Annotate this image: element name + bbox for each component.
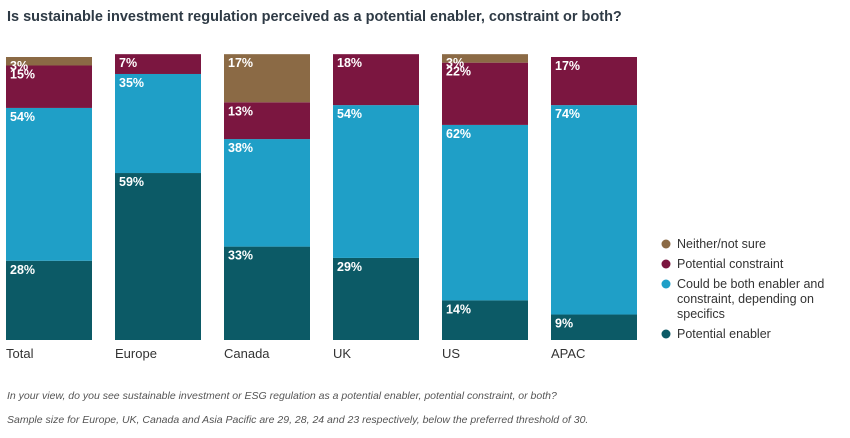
category-label-uk: UK [333, 346, 351, 361]
data-label-uk-could-be-both-enabler-and-constraint-depending-on-specifics: 54% [337, 107, 362, 121]
data-label-total-neither-not-sure: 3% [10, 59, 28, 73]
bar-segment-us-potential-enabler [442, 300, 528, 340]
bar-segment-total-neither-not-sure [6, 57, 92, 66]
legend-marker-0 [661, 239, 671, 249]
bar-segment-apac-potential-enabler [551, 314, 637, 340]
data-label-canada-could-be-both-enabler-and-constraint-depending-on-specifics: 38% [228, 141, 253, 155]
legend: Neither/not sure Potential constraint Coul… [661, 237, 824, 341]
legend-marker-3 [661, 329, 671, 339]
stacked-bar-chart: 28%54%15%3%59%35%7%33%38%13%17%29%54%18%… [6, 54, 824, 361]
data-label-apac-could-be-both-enabler-and-constraint-depending-on-specifics: 74% [555, 107, 580, 121]
data-label-canada-potential-constraint: 13% [228, 104, 253, 118]
bar-segment-canada-potential-enabler [224, 246, 310, 340]
category-label-europe: Europe [115, 346, 157, 361]
legend-label-2-line-1: constraint, depending on [677, 292, 814, 306]
data-label-canada-neither-not-sure: 17% [228, 56, 253, 70]
data-label-total-potential-constraint: 15% [10, 67, 35, 81]
chart-title: Is sustainable investment regulation per… [7, 9, 622, 25]
data-label-europe-potential-constraint: 7% [119, 56, 137, 70]
bar-segment-us-potential-constraint [442, 62, 528, 125]
bar-segment-us-neither-not-sure [442, 54, 528, 63]
legend-label-1-line-0: Potential constraint [677, 257, 784, 271]
legend-label-2-line-0: Could be both enabler and [677, 277, 824, 291]
bar-segment-us-could-be-both-enabler-and-constraint-depending-on-specifics [442, 124, 528, 301]
bar-segment-europe-potential-constraint [115, 54, 201, 74]
bar-segment-canada-potential-constraint [224, 102, 310, 140]
data-label-us-could-be-both-enabler-and-constraint-depending-on-specifics: 62% [446, 127, 471, 141]
bar-segment-europe-could-be-both-enabler-and-constraint-depending-on-specifics [115, 73, 201, 174]
category-label-us: US [442, 346, 460, 361]
bar-segment-europe-potential-enabler [115, 173, 201, 340]
data-label-total-potential-enabler: 28% [10, 263, 35, 277]
bars-group: 28%54%15%3%59%35%7%33%38%13%17%29%54%18%… [6, 54, 637, 340]
footnote-sample: Sample size for Europe, UK, Canada and A… [7, 414, 589, 426]
legend-label-2-line-2: specifics [677, 307, 725, 321]
bar-segment-total-potential-constraint [6, 65, 92, 108]
data-label-apac-potential-constraint: 17% [555, 59, 580, 73]
category-labels: Total Europe Canada UK US APAC [6, 346, 585, 361]
category-label-apac: APAC [551, 346, 585, 361]
data-label-europe-could-be-both-enabler-and-constraint-depending-on-specifics: 35% [119, 76, 144, 90]
bar-segment-uk-potential-constraint [333, 54, 419, 106]
legend-marker-2 [661, 279, 671, 289]
legend-marker-1 [661, 259, 671, 269]
data-label-us-potential-constraint: 22% [446, 65, 471, 79]
data-label-us-potential-enabler: 14% [446, 302, 471, 316]
bar-segment-apac-potential-constraint [551, 57, 637, 106]
category-label-canada: Canada [224, 346, 270, 361]
bar-segment-canada-neither-not-sure [224, 54, 310, 103]
data-label-apac-potential-enabler: 9% [555, 317, 573, 331]
bar-segment-uk-could-be-both-enabler-and-constraint-depending-on-specifics [333, 105, 419, 258]
data-label-total-could-be-both-enabler-and-constraint-depending-on-specifics: 54% [10, 110, 35, 124]
footnote-question: In your view, do you see sustainable inv… [7, 390, 557, 402]
bar-segment-total-could-be-both-enabler-and-constraint-depending-on-specifics [6, 107, 92, 261]
bar-segment-uk-potential-enabler [333, 257, 419, 340]
category-label-total: Total [6, 346, 34, 361]
bar-segment-apac-could-be-both-enabler-and-constraint-depending-on-specifics [551, 105, 637, 315]
data-label-europe-potential-enabler: 59% [119, 175, 144, 189]
legend-label-0-line-0: Neither/not sure [677, 237, 766, 251]
legend-label-3-line-0: Potential enabler [677, 327, 771, 341]
bar-segment-total-potential-enabler [6, 260, 92, 340]
data-label-uk-potential-enabler: 29% [337, 260, 362, 274]
bar-segment-canada-could-be-both-enabler-and-constraint-depending-on-specifics [224, 139, 310, 247]
data-label-uk-potential-constraint: 18% [337, 56, 362, 70]
data-label-canada-potential-enabler: 33% [228, 249, 253, 263]
data-label-us-neither-not-sure: 3% [446, 56, 464, 70]
